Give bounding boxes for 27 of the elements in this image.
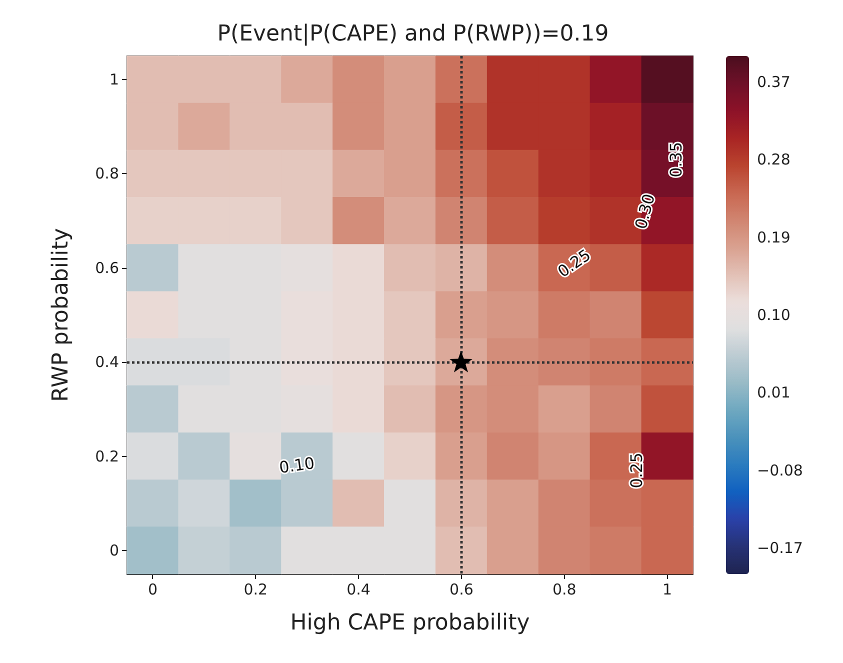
x-tick-label: 1 <box>662 580 672 598</box>
color-bar-label: 0.37 <box>757 72 790 91</box>
x-tick-label: 0.2 <box>244 580 268 598</box>
annotation: 0.10 <box>278 453 316 478</box>
x-tick-label: 0.6 <box>450 580 474 598</box>
color-bar-label: 0.01 <box>757 384 790 402</box>
color-bar-label: 0.28 <box>757 150 790 169</box>
chart-title: P(Event|P(CAPE) and P(RWP))=0.19 <box>217 22 609 46</box>
y-tick-label: 0.8 <box>95 164 119 183</box>
x-tick-label: 0 <box>148 580 158 598</box>
annotation: 0.25 <box>626 452 646 488</box>
color-bar-label: −0.08 <box>757 461 803 480</box>
annotation: 0.30 <box>631 192 659 232</box>
color-bar-label: 0.10 <box>757 306 790 324</box>
x-tick-label: 0.8 <box>552 580 576 598</box>
annotation: 0.25 <box>554 245 594 282</box>
y-tick-label: 0 <box>109 541 119 560</box>
y-tick-label: 0.6 <box>95 258 119 277</box>
annotation: 0.35 <box>666 142 686 178</box>
x-tick-label: 0.4 <box>346 580 370 598</box>
y-tick-label: 0.2 <box>95 447 119 466</box>
color-bar-label: −0.17 <box>757 539 803 558</box>
y-tick-label: 1 <box>109 70 119 89</box>
y-tick-label: 0.4 <box>95 353 119 372</box>
y-axis-title: RWP probability <box>48 228 74 402</box>
color-bar-label: 0.19 <box>757 228 790 246</box>
x-axis-title: High CAPE probability <box>290 610 530 636</box>
